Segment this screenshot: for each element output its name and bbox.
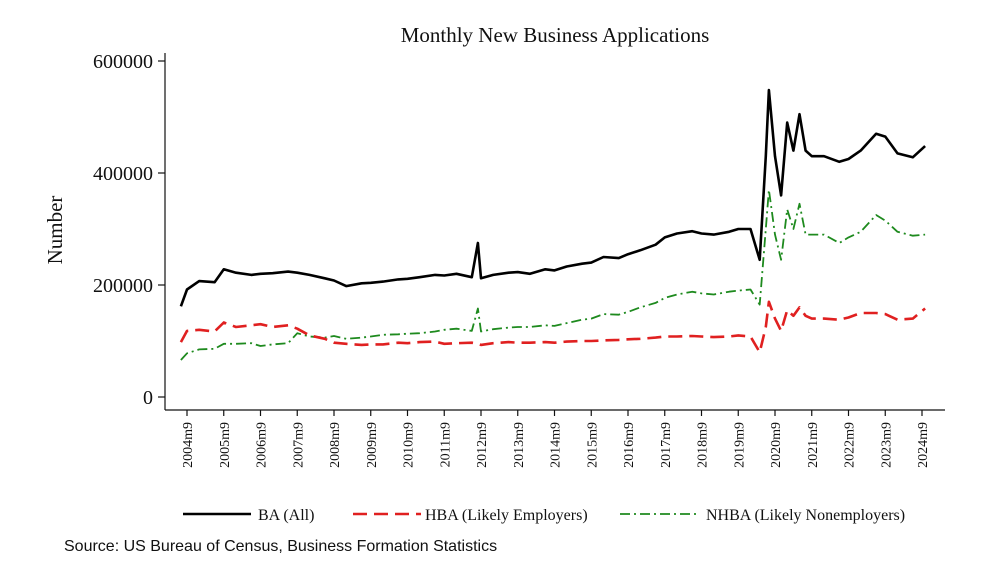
legend-label: HBA (Likely Employers) [425,507,588,524]
x-tick-label: 2007m9 [291,422,306,468]
y-tick-label: 200000 [93,275,153,297]
x-tick-label: 2022m9 [843,422,858,468]
x-tick-label: 2009m9 [365,422,380,468]
x-tick-label: 2021m9 [806,422,821,468]
series-line-0 [179,88,926,307]
x-tick-label: 2006m9 [255,422,270,468]
y-tick-label: 0 [143,387,153,409]
x-tick-label: 2012m9 [475,422,490,468]
x-tick-label: 2023m9 [879,422,894,468]
series-line-2 [180,188,926,361]
x-tick-label: 2016m9 [622,422,637,468]
legend-label: BA (All) [258,507,314,524]
legend-label: NHBA (Likely Nonemployers) [706,507,905,524]
x-tick-label: 2010m9 [402,422,417,468]
x-tick-label: 2015m9 [585,422,600,468]
chart-title: Monthly New Business Applications [401,23,710,47]
source-note: Source: US Bureau of Census, Business Fo… [64,538,498,555]
x-tick-label: 2014m9 [549,422,564,468]
x-tick-label: 2019m9 [732,422,747,468]
series-line-1 [179,300,926,354]
x-tick-label: 2011m9 [438,422,453,467]
x-tick-label: 2017m9 [659,422,674,468]
legend: BA (All) HBA (Likely Employers) NHBA (Like… [183,507,905,524]
y-tick-label: 400000 [93,163,153,185]
x-tick-label: 2005m9 [218,422,233,468]
x-tick-label: 2008m9 [328,422,343,468]
series-layer [179,88,926,361]
axes: 0 200000 400000 600000 2004m9 2005m9 2006m9 200… [93,51,945,468]
y-axis-label: Number [43,196,67,265]
x-tick-label: 2013m9 [512,422,527,468]
x-tick-label: 2024m9 [916,422,931,468]
x-tick-label: 2018m9 [696,422,711,468]
x-tick-label: 2020m9 [769,422,784,468]
y-tick-label: 600000 [93,51,153,73]
x-tick-label: 2004m9 [181,422,196,468]
line-chart: Monthly New Business Applications Number… [43,23,945,524]
